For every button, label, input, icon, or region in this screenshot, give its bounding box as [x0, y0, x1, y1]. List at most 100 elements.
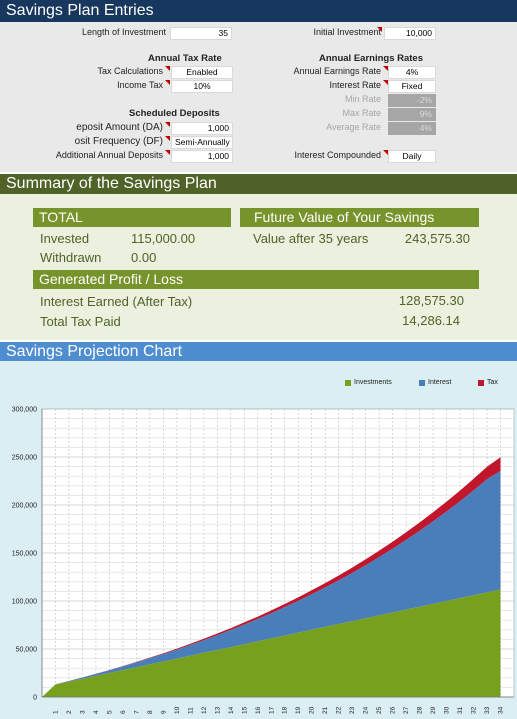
length-input[interactable]: 35: [170, 27, 232, 40]
y-tick-label: 150,000: [12, 551, 37, 558]
comment-flag-icon: [165, 80, 170, 85]
y-tick-label: 0: [33, 695, 37, 702]
legend-label: Investments: [354, 379, 392, 386]
tax-calc-select[interactable]: Enabled: [171, 66, 233, 79]
entries-title: Savings Plan Entries: [6, 2, 154, 19]
summary-header: Summary of the Savings Plan: [0, 174, 517, 194]
legend-tax: Tax: [478, 379, 498, 386]
x-tick-label: 3: [80, 710, 87, 714]
initial-investment-label: Initial Investment: [313, 27, 381, 37]
legend-swatch: [478, 379, 484, 386]
withdrawn-value: 0.00: [131, 250, 157, 265]
total-bar: TOTAL: [33, 208, 231, 227]
x-tick-label: 16: [255, 706, 262, 714]
interest-rate-label: Interest Rate: [329, 80, 381, 90]
x-tick-label: 17: [268, 706, 275, 714]
additional-deposits-label: Additional Annual Deposits: [55, 150, 163, 160]
x-tick-label: 29: [430, 706, 437, 714]
x-tick-label: 11: [187, 707, 194, 714]
earn-rate-label: Annual Earnings Rate: [293, 66, 381, 76]
legend-swatch: [345, 379, 351, 386]
income-tax-input[interactable]: 10%: [171, 80, 233, 93]
chart-header: Savings Projection Chart: [0, 342, 517, 361]
min-rate-label: Min Rate: [344, 94, 381, 104]
x-tick-label: 32: [471, 706, 478, 714]
chart-panel: Investments Interest Tax 0 50,000 100,000 1…: [0, 361, 517, 719]
value-after-label: Value after 35 years: [253, 231, 369, 246]
comment-flag-icon: [383, 66, 388, 71]
x-tick-label: 31: [457, 706, 464, 714]
x-tick-label: 13: [214, 706, 221, 714]
tax-paid-label: Total Tax Paid: [40, 314, 121, 329]
comment-flag-icon: [165, 122, 170, 127]
entries-header: Savings Plan Entries: [0, 0, 517, 22]
deposit-amount-label: eposit Amount (DA): [76, 122, 163, 133]
compounded-label: Interest Compounded: [294, 150, 381, 160]
area-investments: [42, 589, 501, 697]
scheduled-deposits-header: Scheduled Deposits: [129, 108, 220, 119]
legend-interest: Interest: [419, 379, 451, 386]
x-tick-label: 22: [336, 706, 343, 714]
deposit-amount-input[interactable]: 1,000: [171, 122, 233, 135]
x-tick-label: 4: [93, 710, 100, 714]
y-tick-label: 100,000: [12, 599, 37, 606]
x-tick-label: 21: [322, 706, 329, 714]
compounded-select[interactable]: Daily: [388, 150, 436, 163]
x-tick-label: 27: [403, 706, 410, 714]
initial-investment-input[interactable]: 10,000: [384, 27, 436, 40]
max-rate-label: Max Rate: [342, 108, 381, 118]
x-tick-label: 8: [147, 710, 154, 714]
comment-flag-icon: [383, 80, 388, 85]
avg-rate-label: Average Rate: [326, 122, 381, 132]
invested-value: 115,000.00: [131, 231, 196, 246]
legend-investments: Investments: [345, 379, 392, 386]
x-tick-label: 7: [133, 710, 140, 714]
max-rate-input: 9%: [388, 108, 436, 121]
x-tick-label: 5: [106, 710, 113, 714]
x-tick-label: 24: [363, 706, 370, 714]
income-tax-label: Income Tax: [117, 80, 163, 90]
x-tick-label: 1: [53, 710, 60, 714]
x-tick-label: 18: [282, 706, 289, 714]
value-after-value: 243,575.30: [404, 231, 470, 246]
length-label: Length of Investment: [81, 27, 166, 37]
comment-flag-icon: [383, 150, 388, 155]
x-tick-label: 28: [417, 706, 424, 714]
area-interest: [42, 470, 501, 697]
x-tick-label: 6: [120, 710, 127, 714]
earn-rate-input[interactable]: 4%: [388, 66, 436, 79]
x-tick-label: 23: [349, 706, 356, 714]
legend-label: Tax: [487, 379, 498, 386]
invested-label: Invested: [40, 231, 90, 246]
tax-header: Annual Tax Rate: [148, 53, 222, 64]
additional-deposits-input[interactable]: 1,000: [171, 150, 233, 163]
comment-flag-icon: [165, 136, 170, 141]
interest-earned-value: 128,575.30: [398, 293, 464, 308]
x-tick-label: 15: [241, 706, 248, 714]
profit-bar: Generated Profit / Loss: [33, 270, 479, 289]
interest-earned-label: Interest Earned (After Tax): [40, 294, 193, 309]
y-tick-label: 50,000: [16, 647, 38, 654]
min-rate-input: -2%: [388, 94, 436, 107]
legend-swatch: [419, 379, 425, 386]
entries-panel: Length of Investment 35 Initial Investme…: [0, 22, 517, 172]
projection-chart: 0 50,000 100,000 150,000 200,000 250,000 300,0…: [12, 407, 515, 714]
deposit-frequency-select[interactable]: Semi-Annually: [171, 136, 233, 149]
tax-paid-value: 14,286.14: [402, 313, 460, 328]
x-tick-label: 12: [201, 706, 208, 714]
x-tick-label: 20: [309, 706, 316, 714]
chart-title: Savings Projection Chart: [6, 342, 183, 360]
x-tick-label: 10: [174, 706, 181, 714]
summary-panel: TOTAL Future Value of Your Savings Inves…: [0, 194, 517, 340]
future-value-bar: Future Value of Your Savings: [240, 208, 479, 227]
legend-label: Interest: [428, 379, 452, 386]
tax-calc-label: Tax Calculations: [97, 66, 163, 76]
comment-flag-icon: [165, 66, 170, 71]
y-tick-label: 250,000: [12, 455, 37, 462]
comment-flag-icon: [377, 27, 382, 32]
x-tick-label: 25: [376, 706, 383, 714]
avg-rate-input: 4%: [388, 122, 436, 135]
x-tick-label: 30: [444, 706, 451, 714]
x-tick-label: 14: [228, 706, 235, 714]
interest-rate-select[interactable]: Fixed: [388, 80, 436, 93]
